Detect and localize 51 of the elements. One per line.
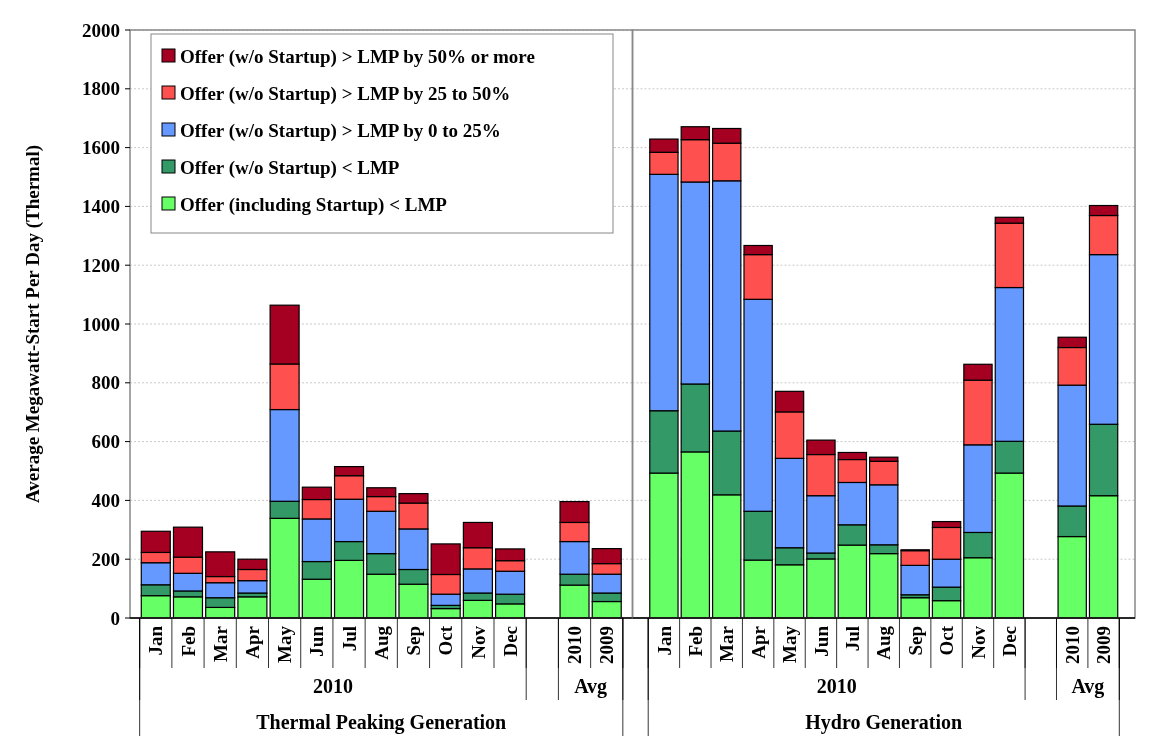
- x-tick-label: 2010: [1061, 626, 1083, 664]
- x-tick-label: Aug: [370, 625, 392, 660]
- x-tick-label: Feb: [684, 626, 706, 657]
- legend-label: Offer (w/o Startup) > LMP by 0 to 25%: [180, 119, 501, 142]
- x-tick-label: 2009: [1093, 626, 1115, 664]
- x-tick-label: Sep: [403, 626, 425, 656]
- x-tick-label: May: [274, 625, 296, 663]
- x-tick-label: Nov: [967, 625, 989, 659]
- x-tick-label: Apr: [242, 625, 264, 659]
- text: Avg: [1071, 675, 1105, 698]
- x-tick-label: Dec: [499, 626, 521, 657]
- legend-label: Offer (including Startup) < LMP: [180, 193, 448, 216]
- x-tick-label: Mar: [716, 625, 738, 662]
- y-tick-label: 0: [110, 607, 120, 629]
- x-tick-label: Mar: [209, 625, 231, 662]
- y-tick-label: 600: [91, 431, 120, 453]
- x-tick-label: Feb: [177, 626, 199, 657]
- x-tick-label: Sep: [904, 626, 926, 656]
- x-tick-label: 2010: [564, 626, 586, 664]
- x-tick-label: May: [779, 625, 801, 663]
- x-tick-label: Jun: [810, 625, 832, 657]
- x-tick-label: Jul: [841, 626, 863, 652]
- text: Hydro Generation: [805, 711, 963, 734]
- text: Avg: [574, 675, 608, 698]
- x-tick-label: Oct: [435, 625, 457, 656]
- y-tick-label: 200: [91, 548, 120, 570]
- y-axis-title: Average Megawatt-Start Per Day (Thermal): [21, 144, 44, 504]
- text: 2010: [816, 675, 857, 697]
- x-tick-label: Aug: [873, 625, 895, 660]
- y-tick-label: 1000: [82, 313, 120, 335]
- legend-label: Offer (w/o Startup) < LMP: [180, 156, 400, 179]
- y-tick-label: 400: [91, 490, 120, 512]
- legend-label: Offer (w/o Startup) > LMP by 25 to 50%: [180, 82, 511, 105]
- x-tick-label: Jan: [653, 625, 675, 656]
- x-tick-label: Jul: [338, 626, 360, 652]
- text: Thermal Peaking Generation: [256, 711, 507, 734]
- y-tick-label: 1600: [82, 137, 120, 159]
- x-tick-label: Dec: [999, 626, 1021, 657]
- x-tick-label: Nov: [467, 625, 489, 659]
- legend-label: Offer (w/o Startup) > LMP by 50% or more: [180, 45, 535, 68]
- y-tick-label: 2000: [82, 19, 120, 41]
- x-tick-label: Apr: [747, 625, 769, 659]
- y-tick-label: 1800: [82, 78, 120, 100]
- x-tick-label: Jan: [145, 625, 167, 656]
- y-tick-label: 1400: [82, 196, 120, 218]
- text: 2010: [312, 675, 353, 697]
- x-tick-label: Jun: [306, 625, 328, 657]
- y-tick-label: 1200: [82, 254, 120, 276]
- x-tick-label: 2009: [596, 626, 618, 664]
- x-tick-label: Oct: [936, 625, 958, 656]
- y-tick-label: 800: [91, 372, 120, 394]
